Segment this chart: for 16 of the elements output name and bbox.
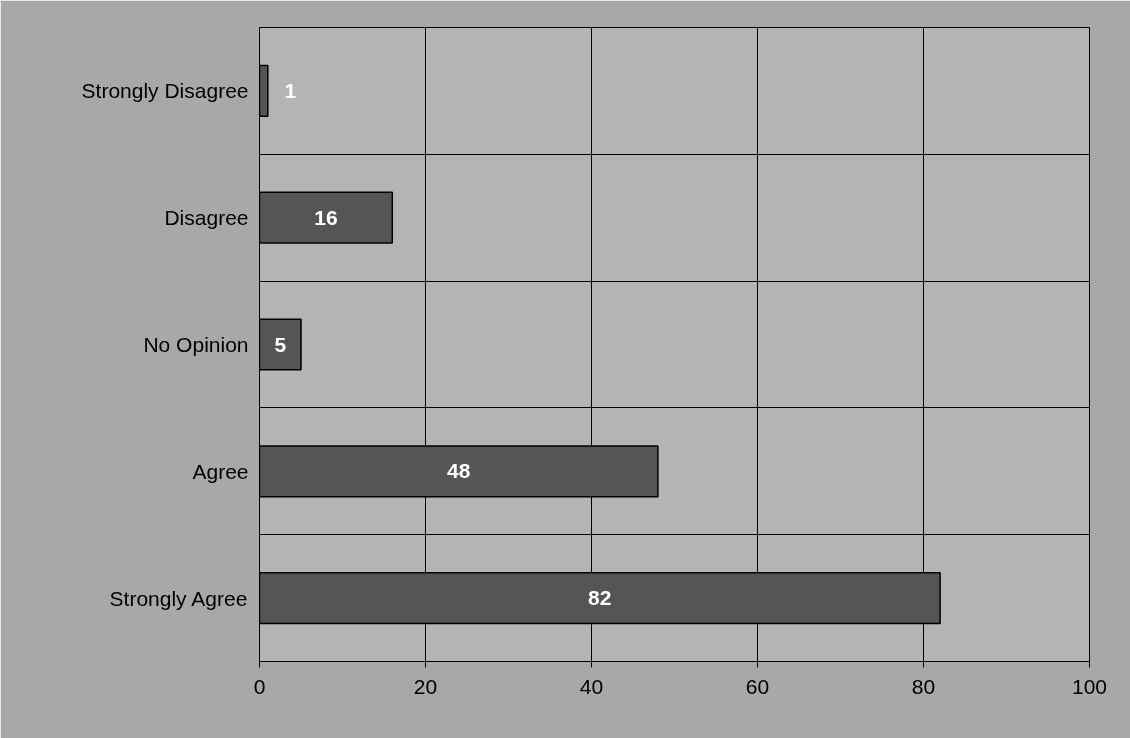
data-label: 1 xyxy=(284,78,297,102)
x-tick-label: 100 xyxy=(1071,674,1108,698)
x-tick-label: 0 xyxy=(253,674,266,698)
data-label: 16 xyxy=(314,205,338,229)
y-tick-label: Disagree xyxy=(164,206,249,230)
y-tick-label: Strongly Disagree xyxy=(81,79,249,103)
x-tick-label: 80 xyxy=(911,674,936,698)
y-tick-label: Strongly Agree xyxy=(109,586,248,610)
data-label: 82 xyxy=(588,586,612,610)
x-tick-label: 40 xyxy=(579,674,604,698)
x-tick-label: 60 xyxy=(745,674,770,698)
x-tick-label: 20 xyxy=(413,674,438,698)
data-label: 5 xyxy=(274,332,287,356)
data-label: 48 xyxy=(447,459,471,483)
y-tick-label: Agree xyxy=(192,459,249,483)
y-tick-label: No Opinion xyxy=(143,333,249,356)
